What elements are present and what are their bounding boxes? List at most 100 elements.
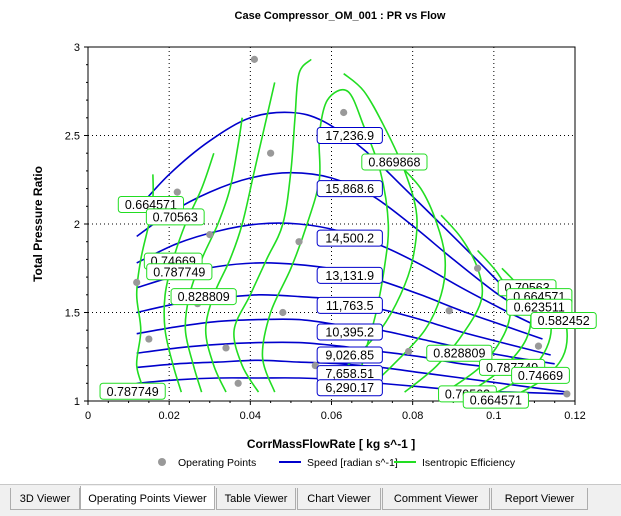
label-text: 0.828809 [433, 347, 485, 361]
speed-label: 14,500.2 [316, 229, 383, 247]
label-text: 0.787749 [107, 385, 159, 399]
axis-ticks: 0 0.02 0.04 0.06 0.08 0.1 0.12 1 1.5 2 2.5 3 [65, 42, 586, 422]
operating-point [279, 308, 287, 317]
pr-vs-flow-chart: Case Compressor_OM_001 : PR vs Flow 0 0.0… [31, 10, 597, 469]
label-box [316, 296, 383, 314]
efficiency-label: 0.664571 [462, 391, 529, 409]
efficiency-contour [404, 214, 484, 393]
label-text: 0.828809 [178, 290, 230, 304]
efficiency-label: 0.582452 [530, 311, 597, 329]
speed-line [136, 359, 567, 393]
operating-point [267, 149, 275, 157]
legend-entry: Isentropic Efficiency [394, 457, 516, 469]
label-text: 6,290.17 [325, 381, 374, 395]
speed-label: 15,868.6 [316, 180, 383, 198]
speed-label: 17,236.9 [316, 127, 383, 144]
label-box [316, 229, 383, 247]
operating-point [563, 390, 571, 398]
operating-point [145, 335, 153, 343]
speed-line [136, 111, 519, 305]
label-box [316, 323, 383, 341]
speed-label: 13,131.9 [316, 266, 383, 284]
label-box [511, 366, 570, 384]
x-tick-label: 0.12 [564, 410, 585, 422]
legend-entry: Operating Points [158, 457, 256, 469]
contour-labels: 17,236.9 15,868.6 14,500.2 13,131.9 11,763.5… [99, 127, 597, 409]
label-text: 14,500.2 [325, 232, 374, 246]
efficiency-label: 0.623511 [506, 298, 573, 316]
label-box [361, 153, 428, 171]
label-box [146, 263, 213, 281]
efficiency-contour [204, 82, 276, 393]
tab-3d-viewer[interactable]: 3D Viewer [10, 488, 80, 510]
efficiency-label: 0.70563 [145, 208, 205, 226]
operating-point [295, 238, 303, 246]
label-box [426, 344, 493, 362]
x-tick-label: 0.04 [240, 410, 261, 422]
label-text: 0.787749 [153, 265, 205, 279]
operating-point [234, 379, 242, 387]
label-text: 15,868.6 [325, 182, 374, 196]
legend-label: Isentropic Efficiency [422, 457, 516, 469]
label-text: 9,026.85 [325, 348, 374, 362]
efficiency-label: 0.828809 [426, 344, 493, 362]
efficiency-contour [261, 88, 390, 393]
legend: Operating Points Speed [radian s^-1] Isent… [158, 457, 516, 469]
viewer-tab-bar: 3D Viewer Operating Points Viewer Table Vi… [0, 484, 621, 516]
label-text: 0.582452 [538, 314, 590, 328]
operating-point [173, 188, 181, 196]
efficiency-contour [233, 58, 312, 393]
operating-point [445, 307, 453, 315]
x-axis-label: CorrMassFlowRate [ kg s^-1 ] [247, 437, 415, 451]
x-tick-label: 0.02 [158, 410, 179, 422]
chart-title: Case Compressor_OM_001 : PR vs Flow [235, 10, 446, 22]
speed-label: 7,658.51 [316, 365, 383, 383]
speed-label: 10,395.2 [316, 323, 383, 341]
label-box [145, 208, 205, 226]
speed-label: 9,026.85 [316, 346, 383, 364]
efficiency-label: 0.787749 [146, 263, 213, 281]
label-box [316, 346, 383, 364]
efficiency-label: 0.828809 [170, 288, 237, 306]
y-axis-label: Total Pressure Ratio [31, 166, 45, 282]
efficiency-label: 0.74669 [511, 366, 570, 384]
tab-operating-points-viewer[interactable]: Operating Points Viewer [80, 486, 215, 510]
label-text: 10,395.2 [325, 325, 374, 339]
tab-chart-viewer[interactable]: Chart Viewer [297, 488, 381, 510]
x-tick-label: 0.1 [486, 410, 501, 422]
label-text: 0.664571 [470, 394, 522, 408]
tab-comment-viewer[interactable]: Comment Viewer [382, 488, 490, 510]
operating-point [250, 55, 258, 63]
speed-label: 11,763.5 [316, 296, 383, 314]
label-box [99, 382, 166, 400]
efficiency-label: 0.787749 [99, 382, 166, 400]
label-text: 0.869868 [368, 156, 420, 170]
y-tick-label: 1 [74, 396, 80, 408]
y-tick-label: 3 [74, 42, 80, 54]
label-box [462, 391, 529, 409]
legend-label: Operating Points [178, 457, 256, 469]
y-tick-label: 1.5 [65, 308, 80, 320]
label-box [170, 288, 237, 306]
operating-point [222, 344, 230, 352]
operating-point [474, 264, 482, 272]
label-text: 0.70563 [153, 210, 198, 224]
label-box [530, 311, 597, 329]
label-box [316, 379, 383, 397]
efficiency-label: 0.869868 [361, 153, 428, 171]
label-box [316, 127, 383, 144]
label-box [316, 266, 383, 284]
tab-report-viewer[interactable]: Report Viewer [491, 488, 588, 510]
y-tick-label: 2.5 [65, 131, 80, 143]
speed-label: 6,290.17 [316, 379, 383, 397]
tab-table-viewer[interactable]: Table Viewer [216, 488, 296, 510]
efficiency-contour [363, 161, 447, 393]
label-text: 7,658.51 [325, 367, 374, 381]
chart-panel: Case Compressor_OM_001 : PR vs Flow 0 0.0… [0, 0, 621, 484]
operating-point [534, 342, 543, 350]
y-tick-label: 2 [74, 219, 80, 231]
legend-entry: Speed [radian s^-1] [279, 457, 398, 469]
label-text: 17,236.9 [325, 129, 374, 143]
label-text: 0.623511 [514, 301, 565, 315]
operating-point [340, 108, 348, 117]
